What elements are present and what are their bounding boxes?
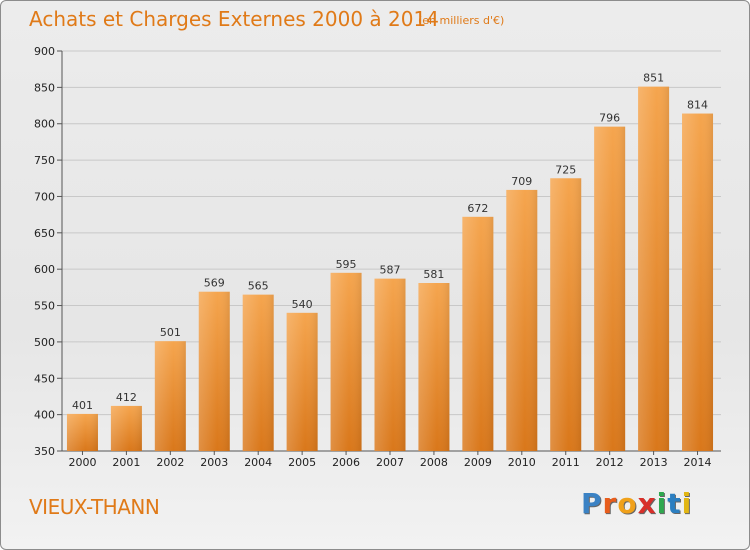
chart-subtitle: (en milliers d'€) bbox=[418, 14, 505, 27]
data-label-2004: 565 bbox=[248, 280, 269, 293]
data-label-2005: 540 bbox=[292, 298, 313, 311]
logo-letter: i bbox=[681, 487, 693, 520]
y-tick-label: 750 bbox=[34, 154, 55, 167]
x-tick-label: 2010 bbox=[508, 456, 536, 469]
data-label-2011: 725 bbox=[555, 163, 576, 176]
x-tick-label: 2005 bbox=[288, 456, 316, 469]
x-tick-label: 2002 bbox=[156, 456, 184, 469]
y-tick-label: 350 bbox=[34, 445, 55, 458]
logo-letter: x bbox=[637, 487, 657, 520]
y-tick-label: 400 bbox=[34, 409, 55, 422]
data-label-2008: 581 bbox=[423, 268, 444, 281]
x-tick-label: 2011 bbox=[552, 456, 580, 469]
x-tick-label: 2007 bbox=[376, 456, 404, 469]
data-label-2014: 814 bbox=[687, 99, 708, 112]
bar-shade bbox=[682, 113, 714, 451]
bar-shade bbox=[198, 291, 230, 451]
data-label-2006: 595 bbox=[336, 258, 357, 271]
bar-shade bbox=[242, 294, 274, 451]
proxiti-logo: Proxiti bbox=[581, 487, 692, 520]
y-tick-label: 600 bbox=[34, 263, 55, 276]
data-label-2012: 796 bbox=[599, 112, 620, 125]
logo-letter: r bbox=[602, 487, 618, 520]
labels: 350 400 450 500 550 600 650 700 750 800 850 900 401 2… bbox=[34, 45, 712, 469]
bar-shade bbox=[286, 312, 318, 451]
y-tick-label: 900 bbox=[34, 45, 55, 58]
y-tick-label: 550 bbox=[34, 300, 55, 313]
y-tick-label: 700 bbox=[34, 190, 55, 203]
chart-title: Achats et Charges Externes 2000 à 2014 bbox=[29, 7, 439, 31]
y-tick-label: 500 bbox=[34, 336, 55, 349]
x-tick-label: 2000 bbox=[68, 456, 96, 469]
x-tick-label: 2013 bbox=[640, 456, 668, 469]
x-tick-label: 2001 bbox=[112, 456, 140, 469]
x-tick-label: 2009 bbox=[464, 456, 492, 469]
bar-shade bbox=[506, 189, 538, 451]
bar-shade bbox=[154, 341, 186, 451]
x-tick-label: 2003 bbox=[200, 456, 228, 469]
data-label-2000: 401 bbox=[72, 399, 93, 412]
bar-shade bbox=[462, 216, 494, 451]
bar-shade bbox=[418, 283, 450, 451]
bar-shade bbox=[550, 178, 582, 452]
x-tick-label: 2004 bbox=[244, 456, 272, 469]
x-tick-label: 2012 bbox=[596, 456, 624, 469]
y-tick-label: 650 bbox=[34, 227, 55, 240]
data-label-2002: 501 bbox=[160, 326, 181, 339]
x-tick-label: 2006 bbox=[332, 456, 360, 469]
bar-shade bbox=[110, 405, 142, 451]
y-tick-label: 800 bbox=[34, 118, 55, 131]
data-label-2009: 672 bbox=[467, 202, 488, 215]
bar-shade bbox=[330, 272, 362, 451]
data-label-2013: 851 bbox=[643, 72, 664, 85]
location-label: VIEUX-THANN bbox=[29, 495, 160, 519]
logo-letter: t bbox=[667, 487, 682, 520]
data-label-2001: 412 bbox=[116, 391, 137, 404]
x-tick-label: 2014 bbox=[684, 456, 712, 469]
logo-letter: o bbox=[617, 487, 638, 520]
bar-shade bbox=[594, 126, 626, 452]
data-label-2003: 569 bbox=[204, 277, 225, 290]
y-tick-label: 850 bbox=[34, 81, 55, 94]
x-tick-label: 2008 bbox=[420, 456, 448, 469]
data-label-2007: 587 bbox=[380, 264, 401, 277]
bar-shade bbox=[638, 86, 670, 452]
logo-letter: P bbox=[581, 487, 603, 520]
bar-shade bbox=[374, 278, 406, 451]
data-label-2010: 709 bbox=[511, 175, 532, 188]
y-tick-label: 450 bbox=[34, 372, 55, 385]
logo-letter: i bbox=[656, 487, 668, 520]
bar-shade bbox=[66, 413, 98, 451]
bars bbox=[66, 86, 714, 452]
